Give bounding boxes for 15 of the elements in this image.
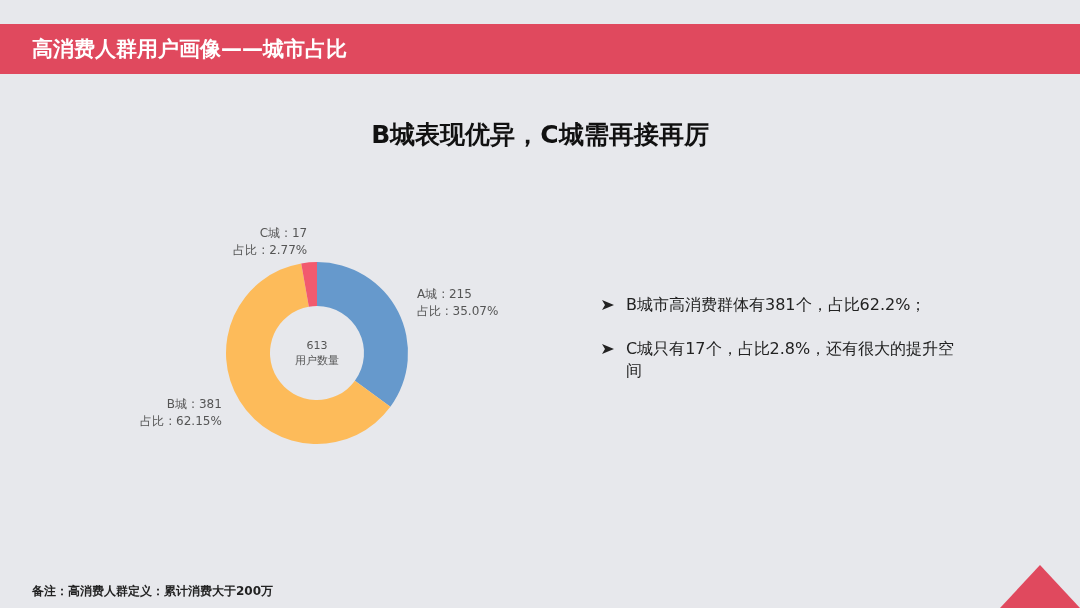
data-label: : 381 bbox=[191, 397, 222, 412]
text: C城只有17个，占比2.8%，还有很大的提升空间 bbox=[625, 338, 956, 382]
chart-title: 高消费人群用户画像——城市占比 bbox=[0, 24, 1080, 74]
data-label: : 215 bbox=[441, 287, 472, 302]
text: 备注：高消费人群定义：累计消费大于200万 bbox=[32, 583, 274, 600]
slice-label: A城 bbox=[416, 287, 438, 302]
slice-label: C城 bbox=[259, 226, 281, 241]
data-label: : 17 bbox=[284, 226, 308, 241]
slice-label: B城 bbox=[166, 397, 188, 412]
text: 占比 : 62.15% bbox=[140, 414, 222, 429]
text: B城表现优异，C城需再接再厉 bbox=[370, 119, 710, 151]
text: 占比 : 2.77% bbox=[233, 243, 308, 258]
text: 613 用户数量 bbox=[295, 339, 339, 367]
text: B城市高消费群体有381个，占比62.2%； bbox=[625, 294, 928, 316]
text: 占比 : 35.07% bbox=[416, 304, 499, 319]
